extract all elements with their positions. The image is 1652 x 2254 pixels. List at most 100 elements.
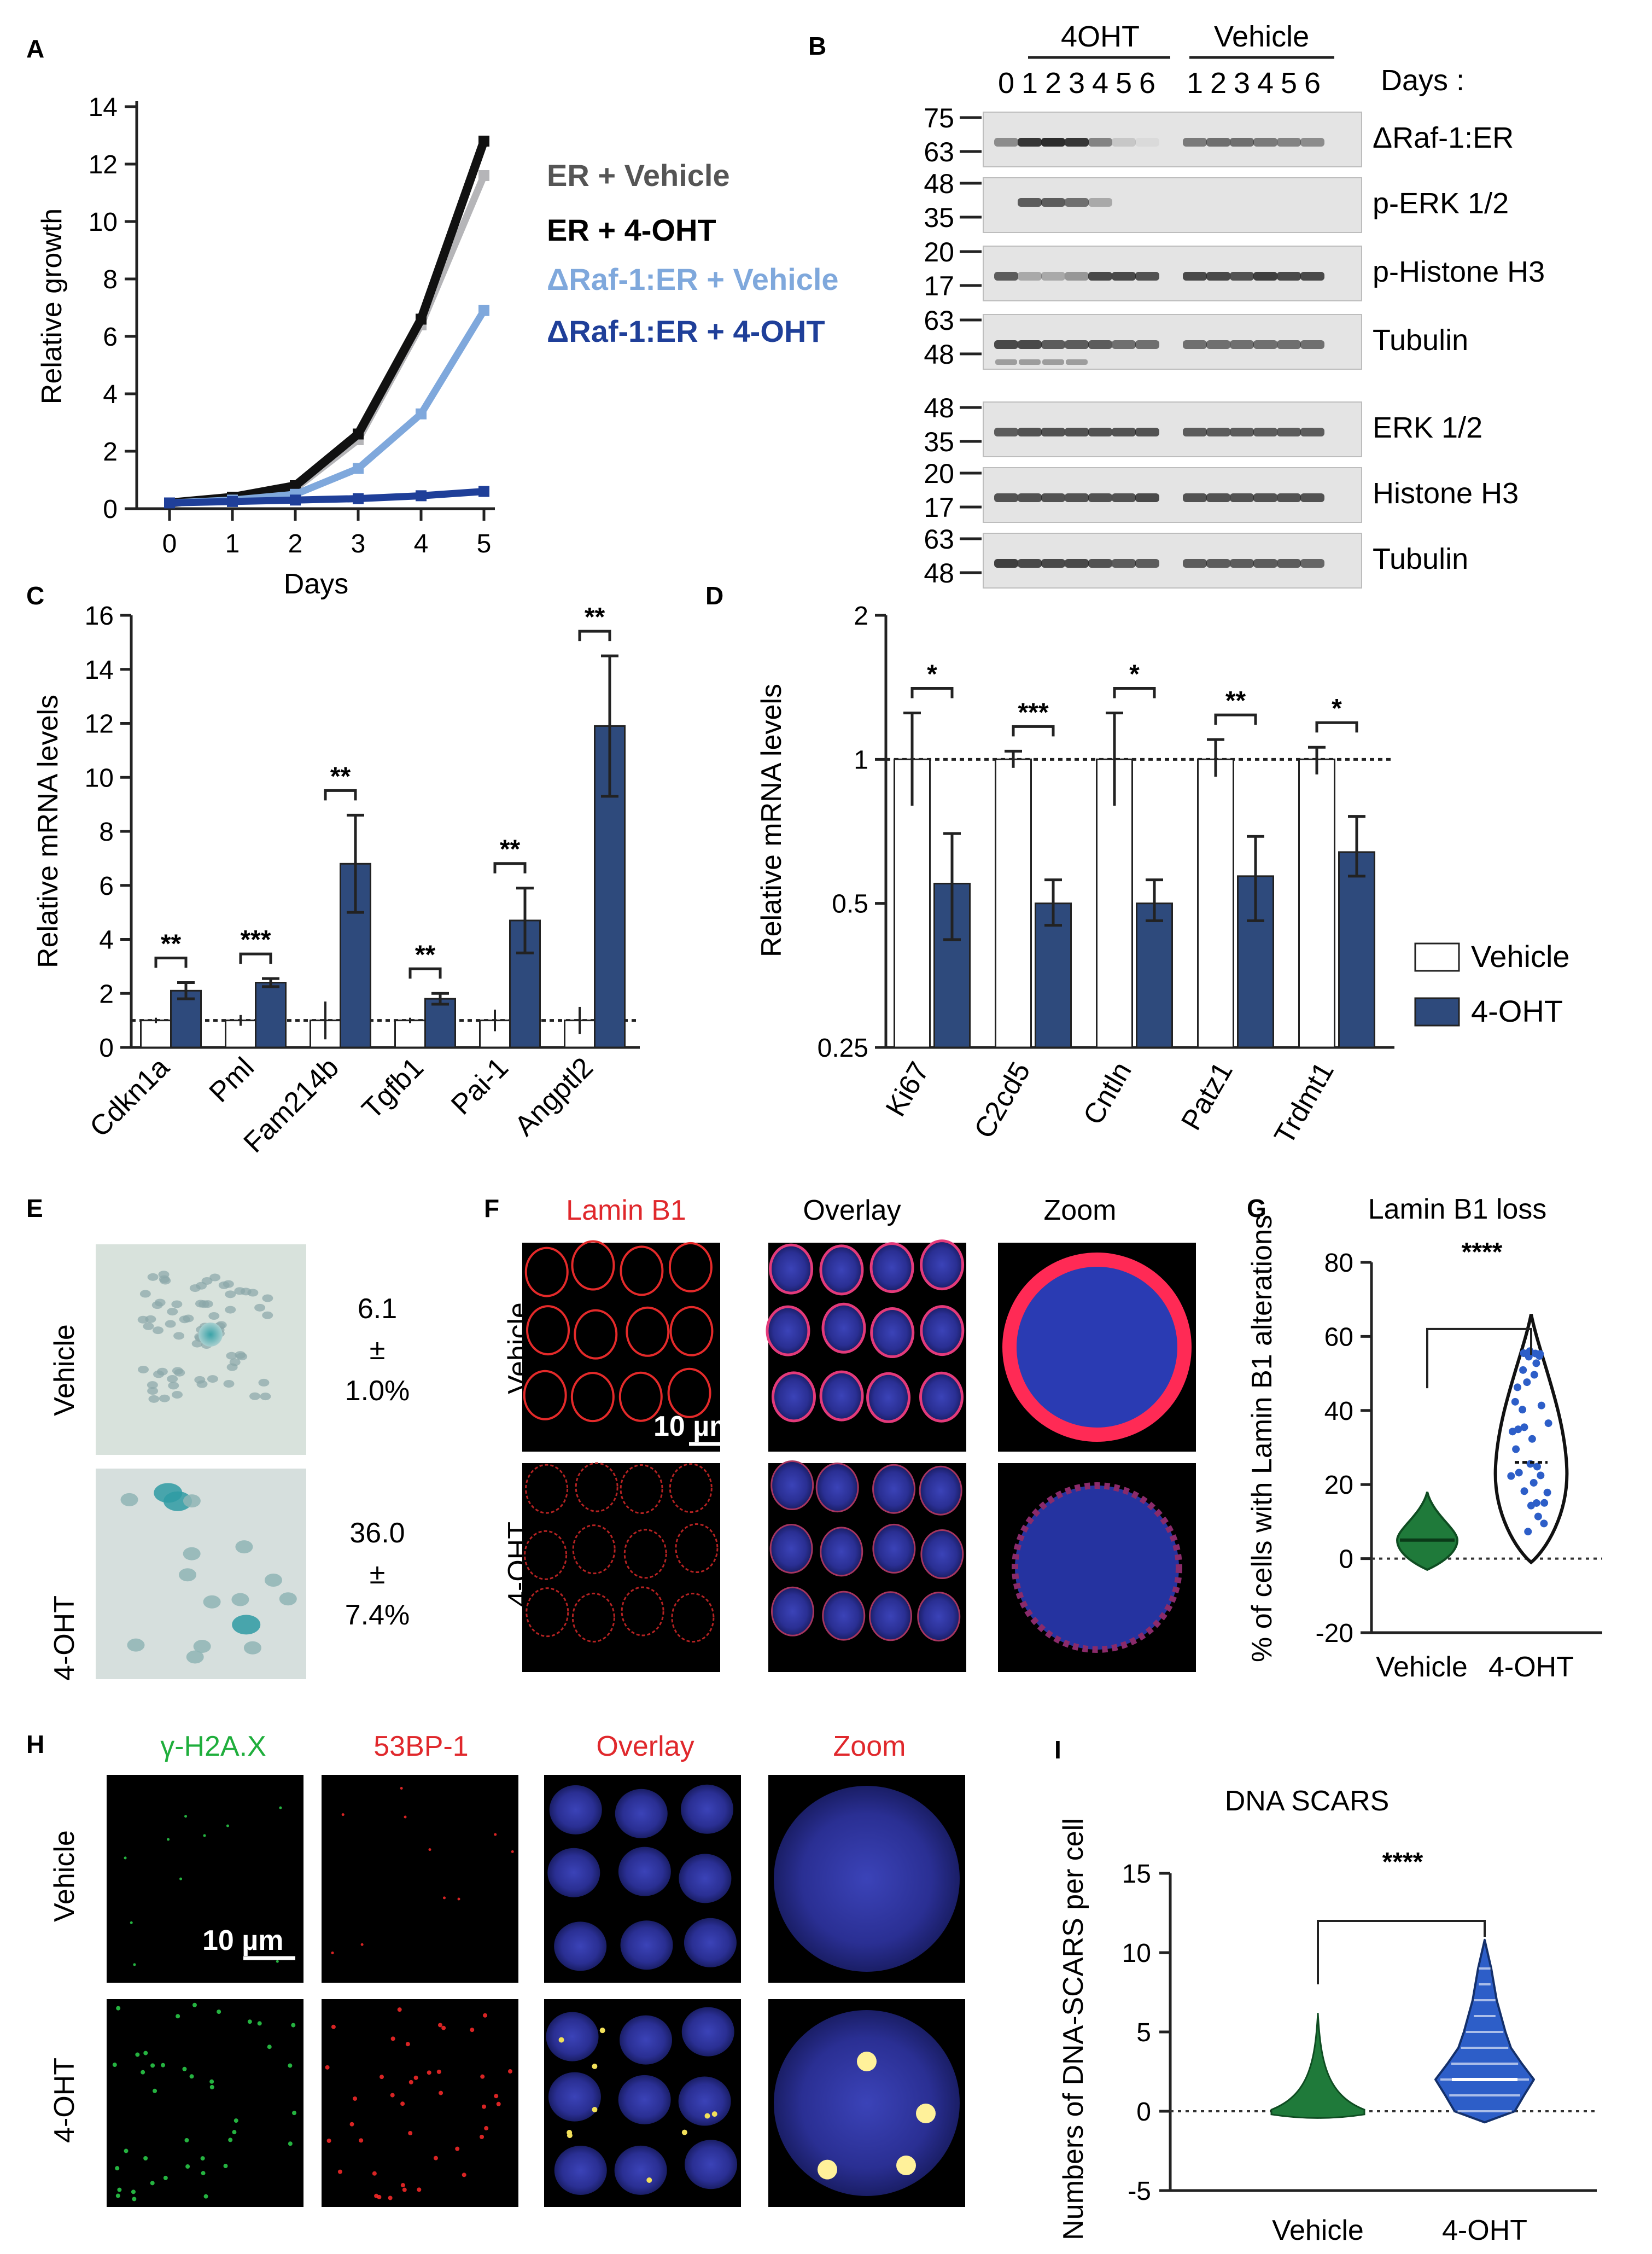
b-band — [1253, 138, 1277, 147]
a-legend-er-4oht: ER + 4-OHT — [547, 213, 716, 247]
b-lane-label: 4 — [1257, 67, 1274, 100]
b-mw-marker: 48 — [924, 558, 954, 589]
b-mw-marker: 35 — [924, 202, 954, 233]
d-legend-vehicle: Vehicle — [1471, 939, 1570, 974]
d-bar-vehicle — [1096, 758, 1133, 1049]
a-series-point — [416, 490, 427, 502]
d-y-tick-label: 2 — [854, 602, 868, 631]
c-y-tick-label: 8 — [99, 818, 114, 847]
b-band — [1112, 272, 1136, 281]
b-band — [1253, 428, 1277, 436]
g-significance: **** — [1462, 1238, 1503, 1267]
b-band — [1065, 198, 1089, 207]
b-band — [1018, 198, 1042, 207]
c-significance: *** — [240, 925, 271, 954]
b-band — [1041, 198, 1065, 207]
a-series-point — [478, 136, 489, 147]
b-blot-label: ΔRaf-1:ER — [1373, 121, 1514, 154]
b-band — [1253, 340, 1277, 349]
d-category-label: Cntln — [1077, 1057, 1138, 1130]
g-point-4oht — [1537, 1471, 1545, 1480]
b-band — [994, 428, 1018, 436]
b-lane-label: 3 — [1234, 67, 1250, 100]
b-band — [1300, 559, 1324, 568]
c-y-tick-label: 14 — [85, 656, 114, 685]
a-series-line — [169, 139, 488, 508]
b-band — [1088, 559, 1112, 568]
b-band — [1183, 138, 1207, 147]
a-y-tick-label: 6 — [103, 323, 118, 352]
a-y-tick-label: 4 — [103, 380, 118, 409]
e-image-vehicle — [96, 1244, 306, 1455]
panel-label-h: H — [26, 1730, 44, 1758]
h-col-53bp1: 53BP-1 — [373, 1731, 468, 1762]
b-band — [1253, 559, 1277, 568]
a-series-line — [169, 174, 487, 506]
e-4oht-err: 7.4% — [345, 1599, 410, 1631]
a-series-point — [416, 313, 427, 325]
b-band — [1300, 493, 1324, 502]
a-series-point — [290, 494, 301, 506]
g-point-4oht — [1524, 1528, 1532, 1536]
f-col-zoom: Zoom — [1044, 1195, 1117, 1226]
g-point-4oht — [1513, 1383, 1521, 1391]
panel-label-b: B — [808, 32, 826, 60]
d-significance: ** — [1225, 686, 1246, 715]
b-band — [1065, 428, 1089, 436]
c-bar-4oht — [255, 982, 287, 1049]
b-band — [1206, 559, 1230, 568]
b-band — [1112, 559, 1136, 568]
b-days-label: Days : — [1381, 64, 1464, 97]
b-band — [1253, 272, 1277, 281]
b-mw-marker: 48 — [924, 393, 954, 423]
d-legend-swatch-vehicle — [1414, 942, 1460, 972]
b-band — [1065, 272, 1089, 281]
e-vehicle-err: 1.0% — [345, 1375, 410, 1407]
c-category-label: Cdkn1a — [84, 1051, 176, 1143]
b-band — [1018, 493, 1042, 502]
a-legend-raf-4oht: ΔRaf-1:ER + 4-OHT — [547, 314, 825, 348]
a-series-line — [169, 308, 487, 506]
f-col-overlay: Overlay — [803, 1195, 901, 1226]
c-significance: ** — [330, 762, 351, 791]
b-mw-marker: 48 — [924, 168, 954, 199]
d-bar-vehicle — [1197, 758, 1234, 1049]
d-bar-4oht — [1237, 875, 1274, 1049]
b-band — [1018, 428, 1042, 436]
b-band — [1253, 493, 1277, 502]
g-point-4oht — [1511, 1397, 1519, 1406]
b-band — [1300, 340, 1324, 349]
h-image-tile — [322, 1999, 518, 2207]
c-significance: ** — [415, 940, 436, 969]
b-band — [1277, 559, 1301, 568]
a-y-tick-label: 10 — [89, 208, 118, 237]
panel-h-dna-damage-images: γ-H2A.X 53BP-1 Overlay Zoom Vehicle 4-OH… — [49, 1731, 965, 2207]
b-band — [1018, 559, 1042, 568]
b-band — [1183, 493, 1207, 502]
e-row-4oht: 4-OHT — [49, 1595, 80, 1681]
g-point-4oht — [1536, 1350, 1544, 1358]
d-bar-vehicle — [995, 758, 1032, 1049]
b-blot-label: Tubulin — [1373, 324, 1468, 357]
b-band — [1277, 493, 1301, 502]
g-y-label: % of cells with Lamin B1 alterations — [1246, 1215, 1278, 1662]
d-significance: *** — [1018, 698, 1048, 727]
d-y-tick-label: 1 — [854, 745, 868, 774]
e-4oht-pm: ± — [370, 1558, 386, 1590]
e-vehicle-pm: ± — [370, 1334, 386, 1366]
b-lane-label: 5 — [1281, 67, 1297, 100]
b-band — [1135, 493, 1159, 502]
b-band — [1183, 272, 1207, 281]
f-image-tile — [522, 1463, 720, 1672]
b-band — [1065, 340, 1089, 349]
b-band — [1230, 272, 1254, 281]
a-series-line — [169, 488, 484, 506]
d-y-tick-label: 0.25 — [818, 1034, 868, 1063]
b-mw-marker: 75 — [924, 103, 954, 133]
g-y-tick-label: 80 — [1324, 1249, 1353, 1278]
b-lane-label: 5 — [1116, 67, 1132, 100]
b-band — [1018, 340, 1042, 349]
i-x-vehicle: Vehicle — [1272, 2215, 1364, 2246]
